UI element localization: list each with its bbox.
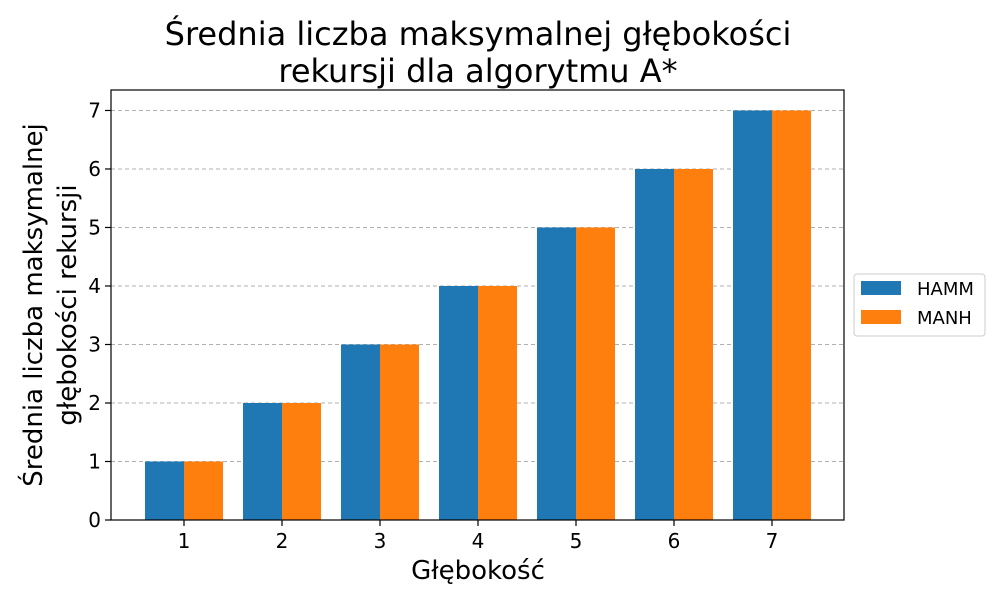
legend-swatch-hamm — [861, 281, 901, 295]
x-tick-label: 2 — [276, 529, 289, 553]
legend-label-hamm: HAMM — [917, 279, 974, 300]
y-tick-label: 0 — [88, 508, 101, 532]
y-axis-label-line-2: głębokości rekursji — [53, 184, 83, 425]
y-axis-label-line-1: Średnia liczba maksymalnej — [17, 123, 49, 487]
bar-hamm-2 — [243, 402, 282, 520]
x-tick-label: 3 — [374, 529, 387, 553]
bar-hamm-1 — [145, 461, 184, 520]
x-tick-label: 5 — [570, 529, 583, 553]
x-tick-label: 6 — [668, 529, 681, 553]
x-tick-label: 1 — [178, 529, 191, 553]
x-axis-ticks: 1 2 3 4 5 6 7 — [178, 520, 779, 553]
bar-hamm-5 — [537, 227, 576, 521]
y-tick-label: 5 — [88, 215, 101, 239]
bar-manh-7 — [772, 110, 811, 520]
x-tick-label: 4 — [472, 529, 485, 553]
y-tick-label: 4 — [88, 274, 101, 298]
chart-title-line-2: rekursji dla algorytmu A* — [278, 52, 677, 90]
bar-hamm-7 — [733, 110, 772, 520]
y-tick-label: 2 — [88, 391, 101, 415]
bar-manh-6 — [674, 168, 713, 520]
bar-manh-2 — [282, 402, 321, 520]
x-tick-label: 7 — [766, 529, 779, 553]
y-tick-label: 6 — [88, 157, 101, 181]
bar-manh-3 — [380, 344, 419, 520]
bar-hamm-3 — [341, 344, 380, 520]
x-axis-label: Głębokość — [411, 556, 545, 586]
bars — [145, 110, 811, 521]
legend: HAMM MANH — [853, 273, 986, 337]
legend-label-manh: MANH — [917, 308, 972, 329]
y-tick-label: 3 — [88, 332, 101, 356]
bar-hamm-6 — [635, 168, 674, 520]
y-axis-ticks: 0 1 2 3 4 5 6 7 — [88, 98, 111, 532]
bar-hamm-4 — [439, 285, 478, 520]
y-tick-label: 7 — [88, 98, 101, 122]
legend-swatch-manh — [861, 310, 901, 324]
chart-title-line-1: Średnia liczba maksymalnej głębokości — [165, 14, 792, 53]
y-tick-label: 1 — [88, 449, 101, 473]
bar-manh-5 — [576, 227, 615, 521]
bar-manh-4 — [478, 285, 517, 520]
bar-manh-1 — [184, 461, 223, 520]
